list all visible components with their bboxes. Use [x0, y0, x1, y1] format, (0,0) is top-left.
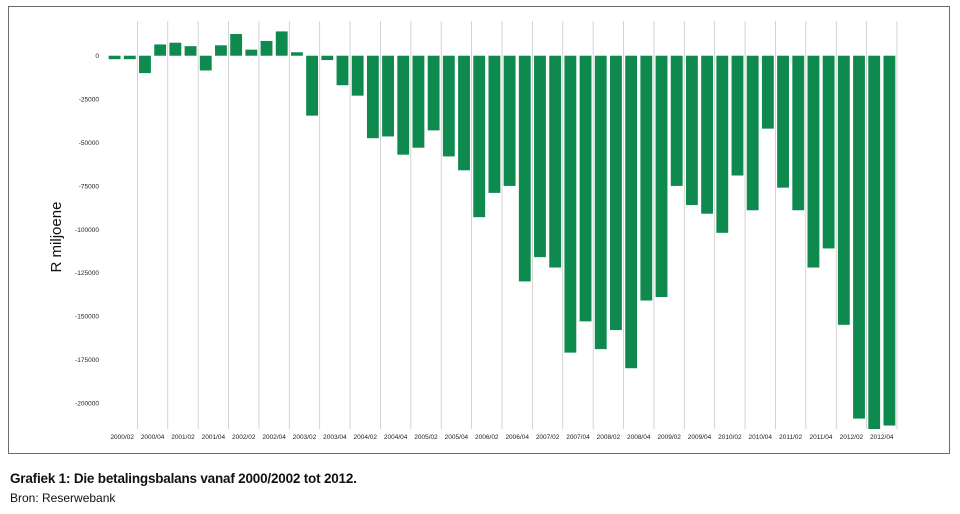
bar: [108, 55, 121, 60]
bar: [625, 55, 638, 369]
bar: [746, 55, 759, 211]
bar: [427, 55, 440, 131]
bar: [412, 55, 425, 148]
x-tick-label: 2002/02: [232, 434, 256, 441]
x-tick-label: 2012/04: [870, 434, 894, 441]
bar: [655, 55, 668, 298]
grid-lines: [136, 21, 898, 429]
bar: [199, 55, 212, 71]
x-tick-label: 2008/02: [597, 434, 621, 441]
bar: [731, 55, 744, 176]
y-tick-label: -200000: [75, 400, 99, 407]
y-tick-label: -175000: [75, 357, 99, 364]
figure-caption: Grafiek 1: Die betalingsbalans vanaf 200…: [10, 471, 357, 486]
bar: [685, 55, 698, 206]
bar: [230, 34, 243, 56]
bar-chart: 0 -25000 -50000 -75000 -100000 -125000 -150000…: [48, 21, 898, 441]
x-tick-label: 2010/04: [749, 434, 773, 441]
bar: [382, 55, 394, 137]
bar: [215, 45, 227, 56]
bar: [473, 55, 486, 218]
bar: [351, 55, 364, 96]
x-tick-label: 2001/04: [202, 434, 226, 441]
x-tick-label: 2005/04: [445, 434, 469, 441]
bar: [123, 55, 136, 60]
bar: [397, 55, 410, 155]
bar: [488, 55, 501, 193]
x-tick-label: 2009/04: [688, 434, 712, 441]
bar: [306, 55, 319, 116]
bar: [579, 55, 592, 322]
x-tick-label: 2008/04: [627, 434, 651, 441]
bar: [868, 55, 881, 430]
bar: [518, 55, 531, 282]
bar: [777, 55, 789, 188]
y-tick-label: -50000: [79, 140, 100, 147]
y-axis-label: R miljoene: [48, 202, 65, 273]
x-tick-label: 2001/02: [171, 434, 195, 441]
bar: [245, 49, 258, 56]
bar: [701, 55, 714, 214]
x-tick-label: 2011/02: [779, 434, 802, 441]
y-tick-label: -75000: [79, 183, 100, 190]
bar: [534, 55, 546, 258]
bar: [564, 55, 577, 353]
y-tick-label: -125000: [75, 270, 99, 277]
x-tick-label: 2004/04: [384, 434, 408, 441]
bar: [610, 55, 622, 331]
bar: [549, 55, 562, 268]
bar: [716, 55, 729, 233]
x-axis-ticks: 2000/02 2000/04 2001/02 2001/04 2002/02 2002/…: [110, 434, 893, 441]
bar: [321, 55, 334, 61]
chart-frame: 0 -25000 -50000 -75000 -100000 -125000 -150000…: [8, 6, 950, 454]
x-tick-label: 2006/04: [505, 434, 529, 441]
bar: [594, 55, 607, 350]
bar: [853, 55, 865, 419]
y-axis-ticks: 0 -25000 -50000 -75000 -100000 -125000 -150000…: [75, 53, 99, 407]
bar: [503, 55, 516, 186]
x-tick-label: 2007/02: [536, 434, 560, 441]
x-tick-label: 2007/04: [566, 434, 590, 441]
bar: [366, 55, 379, 139]
x-tick-label: 2005/02: [414, 434, 438, 441]
bar: [442, 55, 455, 157]
bar: [260, 40, 273, 56]
bar: [458, 55, 470, 171]
y-tick-label: -25000: [79, 97, 100, 104]
x-tick-label: 2011/04: [810, 434, 833, 441]
x-tick-label: 2002/04: [262, 434, 286, 441]
x-tick-label: 2000/04: [141, 434, 165, 441]
bar: [670, 55, 683, 186]
bar: [184, 46, 197, 56]
bar: [169, 42, 182, 56]
bar: [275, 31, 288, 56]
figure-source: Bron: Reserwebank: [10, 491, 116, 505]
bar: [139, 55, 151, 74]
bar: [807, 55, 820, 268]
x-tick-label: 2009/02: [657, 434, 681, 441]
x-tick-label: 2006/02: [475, 434, 499, 441]
bar: [761, 55, 774, 129]
bar: [792, 55, 805, 211]
bar: [883, 55, 896, 426]
bars: [108, 31, 896, 430]
bar: [822, 55, 835, 249]
x-tick-label: 2012/02: [840, 434, 864, 441]
bar: [290, 52, 303, 56]
x-tick-label: 2000/02: [110, 434, 134, 441]
bar: [336, 55, 349, 86]
x-tick-label: 2003/02: [293, 434, 317, 441]
x-tick-label: 2003/04: [323, 434, 347, 441]
y-tick-label: 0: [95, 53, 99, 60]
y-tick-label: -150000: [75, 314, 99, 321]
bar: [640, 55, 653, 301]
bar: [837, 55, 850, 325]
bar: [154, 44, 167, 56]
x-tick-label: 2004/02: [354, 434, 378, 441]
x-tick-label: 2010/02: [718, 434, 742, 441]
y-tick-label: -100000: [75, 227, 99, 234]
